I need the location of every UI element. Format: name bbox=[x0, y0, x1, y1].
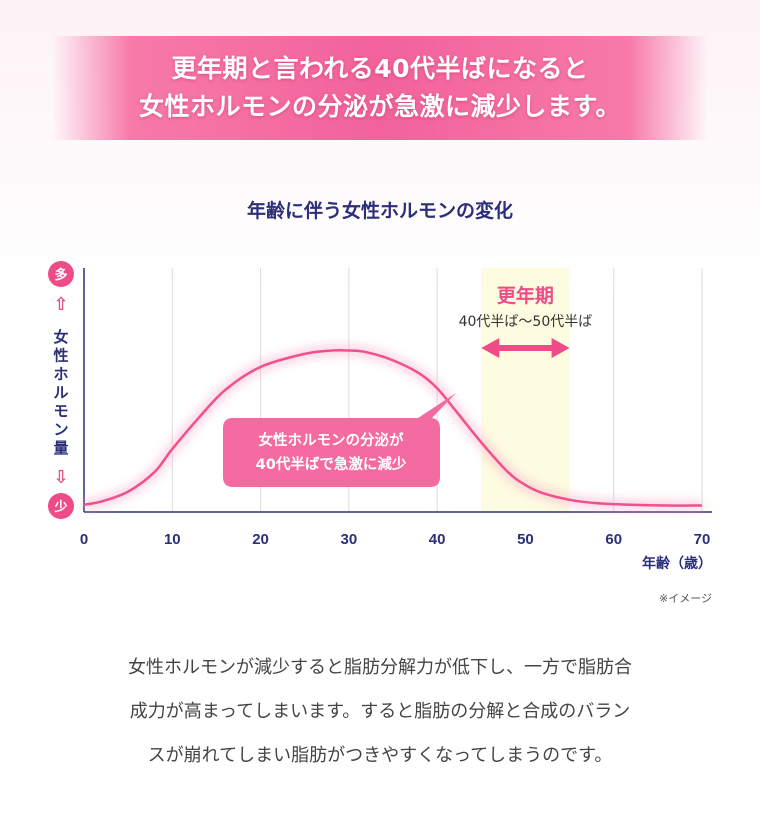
chart-title: 年齢に伴う女性ホルモンの変化 bbox=[246, 200, 513, 222]
band-arrow-left-head bbox=[481, 338, 500, 358]
headline-banner: 更年期と言われる40代半ばになると 女性ホルモンの分泌が急激に減少します。 bbox=[52, 36, 708, 140]
x-tick-30: 30 bbox=[341, 531, 358, 548]
hormone-curve bbox=[83, 348, 703, 507]
band-range-arrow bbox=[481, 338, 570, 358]
callout-bubble bbox=[223, 393, 456, 487]
y-high-label: 多 bbox=[54, 267, 67, 283]
hormone-chart: 0 10 20 30 40 50 60 70 更年期 40代半ば〜50代半ば 女性ホルモンの分… bbox=[48, 261, 712, 605]
callout-line-1: 女性ホルモンの分泌が bbox=[259, 431, 404, 449]
headline-line-1: 更年期と言われる40代半ばになると bbox=[171, 54, 589, 83]
menopause-band bbox=[481, 268, 570, 512]
body-line-3: スが崩れてしまい脂肪がつきやすくなってしまうのです。 bbox=[147, 745, 613, 766]
y-low-label: 少 bbox=[53, 499, 67, 515]
x-tick-10: 10 bbox=[164, 531, 181, 548]
callout-line-2: 40代半ばで急激に減少 bbox=[256, 455, 407, 473]
body-paragraph: 女性ホルモンが減少すると脂肪分解力が低下し、一方で脂肪合 成力が高まってしまいま… bbox=[40, 646, 720, 778]
x-tick-0: 0 bbox=[80, 531, 88, 548]
y-high-badge bbox=[48, 261, 74, 287]
x-tick-20: 20 bbox=[252, 531, 269, 548]
x-axis-label: 年齢（歳） bbox=[642, 555, 712, 572]
image-note: ※イメージ bbox=[659, 592, 712, 605]
x-tick-60: 60 bbox=[605, 531, 622, 548]
chart-axes bbox=[83, 268, 712, 513]
y-low-badge bbox=[48, 493, 74, 519]
x-tick-70: 70 bbox=[694, 531, 711, 548]
arrow-up-icon: ⇧ bbox=[53, 294, 68, 315]
x-tick-labels: 0 10 20 30 40 50 60 70 bbox=[80, 531, 711, 548]
band-arrow-right-head bbox=[551, 338, 570, 358]
x-tick-40: 40 bbox=[429, 531, 446, 548]
body-line-2: 成力が高まってしまいます。すると脂肪の分解と合成のバラン bbox=[129, 701, 631, 722]
band-label: 更年期 bbox=[497, 284, 554, 307]
x-tick-50: 50 bbox=[517, 531, 534, 548]
headline-line-2: 女性ホルモンの分泌が急激に減少します。 bbox=[138, 92, 621, 121]
band-sublabel: 40代半ば〜50代半ば bbox=[459, 314, 593, 330]
arrow-down-icon: ⇩ bbox=[53, 467, 68, 488]
body-line-1: 女性ホルモンが減少すると脂肪分解力が低下し、一方で脂肪合 bbox=[128, 657, 632, 678]
y-axis-label: 女性ホルモン量 bbox=[53, 328, 68, 457]
